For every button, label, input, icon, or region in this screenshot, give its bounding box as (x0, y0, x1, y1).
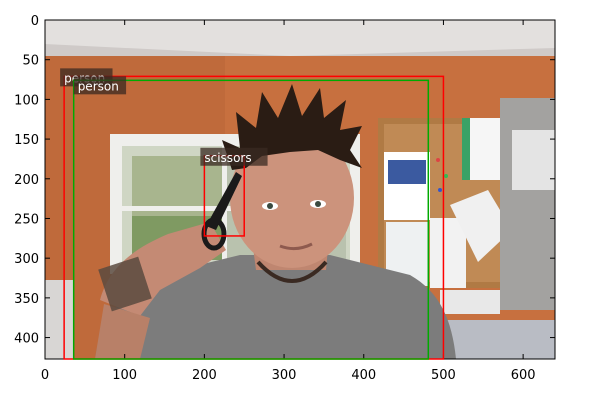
y-tick-label: 150 (14, 133, 39, 148)
y-tick-label: 350 (14, 292, 39, 307)
power-socket (440, 290, 500, 314)
x-tick-label: 100 (112, 368, 137, 383)
ceiling-light-area (45, 20, 555, 56)
right-appliance (500, 98, 555, 310)
bracelet (98, 256, 152, 312)
corkboard (378, 118, 512, 288)
y-tick-label: 0 (31, 14, 39, 29)
x-tick-label: 600 (511, 368, 536, 383)
x-tick-label: 300 (272, 368, 297, 383)
y-tick-label: 300 (14, 252, 39, 267)
y-tick-label: 200 (14, 173, 39, 188)
person-mouth (279, 242, 313, 251)
person-shirt (95, 255, 456, 359)
x-tick-label: 200 (192, 368, 217, 383)
left-cabinet (45, 280, 73, 359)
y-tick-label: 250 (14, 212, 39, 227)
y-tick-label: 400 (14, 332, 39, 347)
y-tick-label: 100 (14, 93, 39, 108)
person-necklace (256, 260, 328, 283)
detection-label-person: person (78, 79, 119, 93)
detection-label-bg (73, 76, 127, 95)
x-tick-label: 500 (431, 368, 456, 383)
scissors-blade (206, 172, 242, 230)
y-axis-ticks: 0 50 100 150 200 250 300 350 400 (14, 14, 555, 347)
x-tick-label: 400 (351, 368, 376, 383)
person-forearm (95, 304, 150, 359)
detection-label-bg (200, 147, 268, 166)
person-pupil-left (267, 203, 273, 209)
dish-rack (440, 320, 555, 359)
detection-label-scissors: scissors (204, 151, 251, 165)
x-tick-label: 0 (41, 368, 49, 383)
detections: personpersonscissors (60, 68, 445, 360)
detection-box-person (72, 79, 430, 360)
person-pupil-right (315, 201, 321, 207)
photo (45, 20, 555, 359)
right-papers (512, 130, 555, 190)
y-tick-label: 50 (22, 54, 39, 69)
x-axis-ticks: 0 100 200 300 400 500 600 (41, 20, 536, 383)
